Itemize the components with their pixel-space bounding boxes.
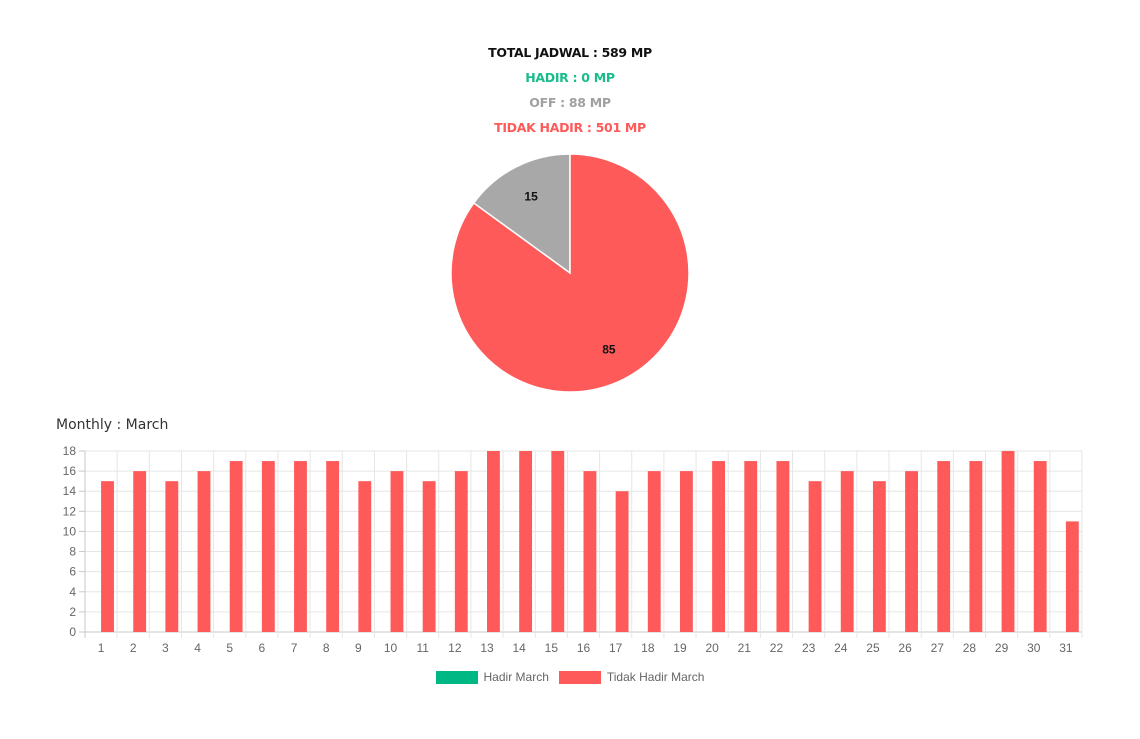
total-jadwal-label: TOTAL JADWAL : 589 MP: [488, 45, 652, 60]
tidak-hadir-label: TIDAK HADIR : 501 MP: [494, 120, 646, 135]
bar-tidak-hadir-17[interactable]: [615, 491, 629, 632]
x-tick-label: 6: [259, 641, 266, 655]
x-tick-label: 15: [545, 641, 559, 655]
x-tick-label: 10: [384, 641, 398, 655]
x-tick-label: 20: [705, 641, 719, 655]
bar-tidak-hadir-8[interactable]: [326, 461, 340, 632]
bar-tidak-hadir-16[interactable]: [583, 471, 597, 632]
bar-tidak-hadir-15[interactable]: [551, 451, 565, 632]
x-tick-label: 2: [130, 641, 137, 655]
bar-tidak-hadir-6[interactable]: [261, 461, 275, 632]
x-tick-label: 9: [355, 641, 362, 655]
x-tick-label: 7: [291, 641, 298, 655]
x-tick-label: 17: [609, 641, 623, 655]
x-tick-label: 30: [1027, 641, 1041, 655]
bar-tidak-hadir-20[interactable]: [712, 461, 726, 632]
x-tick-label: 4: [194, 641, 201, 655]
bar-tidak-hadir-12[interactable]: [454, 471, 468, 632]
legend-swatch-tidak-hadir: [558, 670, 601, 684]
bar-tidak-hadir-25[interactable]: [872, 481, 886, 632]
attendance-summary: TOTAL JADWAL : 589 MP HADIR : 0 MP OFF :…: [0, 40, 1140, 140]
y-tick-label: 18: [63, 444, 77, 458]
bar-tidak-hadir-28[interactable]: [969, 461, 983, 632]
bar-tidak-hadir-24[interactable]: [840, 471, 854, 632]
bar-tidak-hadir-21[interactable]: [744, 461, 758, 632]
x-tick-label: 19: [673, 641, 687, 655]
bar-tidak-hadir-31[interactable]: [1065, 521, 1079, 632]
legend-label-hadir: Hadir March: [483, 670, 549, 684]
chart-legend: Hadir March Tidak Hadir March: [0, 670, 1140, 684]
y-tick-label: 12: [63, 504, 77, 518]
x-tick-label: 5: [226, 641, 233, 655]
bar-tidak-hadir-18[interactable]: [647, 471, 661, 632]
monthly-chart-title: Monthly : March: [56, 417, 169, 433]
bar-tidak-hadir-22[interactable]: [776, 461, 790, 632]
x-tick-label: 16: [577, 641, 591, 655]
bar-tidak-hadir-27[interactable]: [937, 461, 951, 632]
bar-tidak-hadir-4[interactable]: [197, 471, 211, 632]
bar-tidak-hadir-14[interactable]: [519, 451, 533, 632]
legend-swatch-hadir: [435, 670, 478, 684]
y-tick-label: 16: [63, 464, 77, 478]
bar-tidak-hadir-26[interactable]: [905, 471, 918, 632]
x-tick-label: 1: [98, 641, 105, 655]
x-tick-label: 23: [802, 641, 816, 655]
x-tick-label: 26: [898, 641, 912, 655]
x-tick-label: 14: [512, 641, 526, 655]
bar-tidak-hadir-3[interactable]: [165, 481, 179, 632]
y-tick-label: 6: [69, 565, 76, 579]
x-tick-label: 24: [834, 641, 848, 655]
x-tick-label: 22: [770, 641, 784, 655]
y-tick-label: 0: [69, 625, 76, 639]
hadir-label: HADIR : 0 MP: [525, 70, 615, 85]
bar-tidak-hadir-13[interactable]: [487, 451, 500, 632]
pie-slice-1[interactable]: [450, 153, 690, 393]
x-tick-label: 25: [866, 641, 880, 655]
x-tick-label: 13: [480, 641, 494, 655]
y-tick-label: 2: [69, 605, 76, 619]
pie-slice-label-0: 15: [524, 190, 538, 204]
x-tick-label: 21: [738, 641, 752, 655]
bar-tidak-hadir-29[interactable]: [1001, 451, 1015, 632]
y-tick-label: 14: [63, 484, 77, 498]
bar-tidak-hadir-19[interactable]: [679, 471, 693, 632]
legend-item-tidak-hadir[interactable]: Tidak Hadir March: [558, 670, 705, 684]
pie-slice-label-1: 85: [602, 342, 616, 356]
x-tick-label: 11: [416, 641, 429, 655]
bar-tidak-hadir-7[interactable]: [294, 461, 307, 632]
x-tick-label: 8: [323, 641, 330, 655]
y-tick-label: 4: [69, 585, 76, 599]
bar-tidak-hadir-30[interactable]: [1033, 461, 1047, 632]
y-tick-label: 8: [69, 545, 76, 559]
bar-tidak-hadir-11[interactable]: [422, 481, 436, 632]
off-label: OFF : 88 MP: [529, 95, 611, 110]
bar-tidak-hadir-5[interactable]: [229, 461, 243, 632]
x-tick-label: 27: [931, 641, 945, 655]
x-tick-label: 3: [162, 641, 169, 655]
legend-label-tidak-hadir: Tidak Hadir March: [606, 670, 705, 684]
bar-tidak-hadir-10[interactable]: [390, 471, 404, 632]
y-tick-label: 10: [63, 524, 77, 538]
x-tick-label: 29: [995, 641, 1009, 655]
pie-slice-0[interactable]: [472, 153, 571, 275]
bar-tidak-hadir-9[interactable]: [358, 481, 372, 632]
bar-tidak-hadir-23[interactable]: [808, 481, 822, 632]
legend-item-hadir[interactable]: Hadir March: [435, 670, 549, 684]
x-tick-label: 31: [1059, 641, 1073, 655]
bar-tidak-hadir-2[interactable]: [133, 471, 147, 632]
x-tick-label: 18: [641, 641, 655, 655]
bar-tidak-hadir-1[interactable]: [101, 481, 114, 632]
x-tick-label: 28: [963, 641, 977, 655]
x-tick-label: 12: [448, 641, 462, 655]
